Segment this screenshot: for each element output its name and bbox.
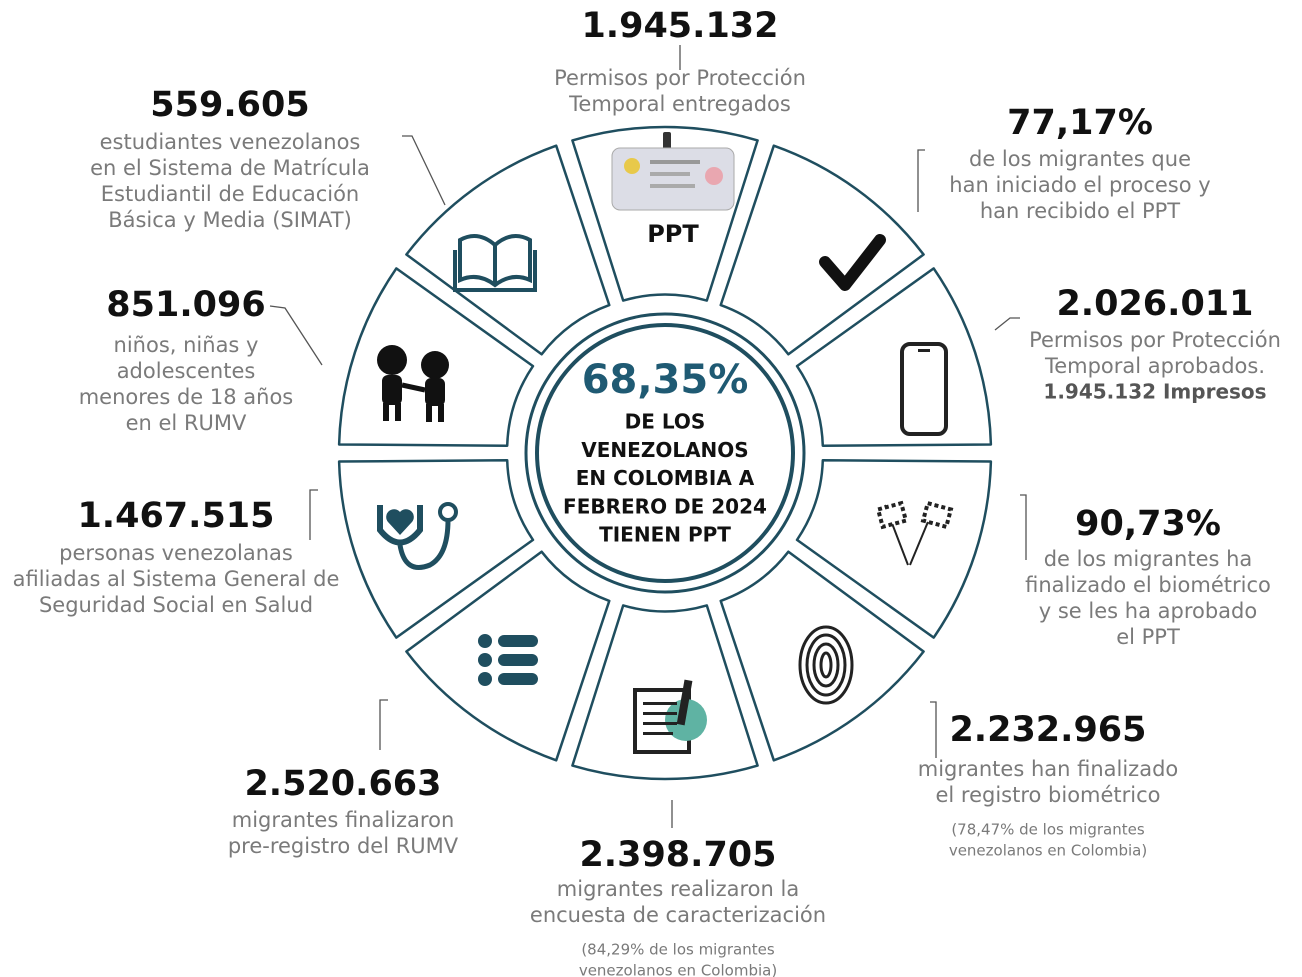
stat-description: en el RUMV (126, 411, 247, 435)
stat-value: 559.605 (150, 85, 309, 125)
stat-description: afiliadas al Sistema General de (13, 567, 340, 591)
center-line: DE LOS (625, 410, 706, 434)
stat-description: y se les ha aprobado (1039, 599, 1257, 623)
icon-list (478, 634, 538, 686)
stat-description: Temporal entregados (568, 92, 791, 116)
infographic: PPT 1.945.132Permisos por ProtecciónTemp… (0, 0, 1302, 977)
stat-note: (84,29% de los migrantes (581, 941, 775, 959)
stat-note: (78,47% de los migrantes (951, 821, 1145, 839)
center-line: EN COLOMBIA A (576, 466, 755, 490)
stat-value: 2.232.965 (949, 710, 1146, 750)
stat-description: Temporal aprobados. (1044, 354, 1265, 378)
stat-value: 2.398.705 (579, 835, 776, 875)
center-value: 68,35% (582, 357, 749, 403)
center-line: TIENEN PPT (599, 523, 731, 547)
stat-note: venezolanos en Colombia) (579, 962, 777, 977)
stat-description: adolescentes (117, 359, 256, 383)
stat-description: niños, niñas y (114, 333, 259, 357)
stat-description: pre-registro del RUMV (228, 834, 459, 858)
stat-description: Permisos por Protección (554, 66, 806, 90)
stat-description: Seguridad Social en Salud (39, 593, 313, 617)
stat-description: Permisos por Protección (1029, 328, 1281, 352)
stat-description: estudiantes venezolanos (100, 130, 361, 154)
stat-description: personas venezolanas (59, 541, 293, 565)
stat-description: finalizado el biométrico (1025, 573, 1271, 597)
stat-value: 2.520.663 (244, 764, 441, 804)
stat-description: el PPT (1116, 625, 1180, 649)
center-line: FEBRERO DE 2024 (563, 494, 767, 518)
stat-value: 1.467.515 (77, 496, 274, 536)
stat-value: 77,17% (1007, 103, 1153, 143)
stat-description: migrantes han finalizado (918, 757, 1179, 781)
stat-description: menores de 18 años (79, 385, 294, 409)
icon-phone (902, 344, 946, 434)
stat-description: de los migrantes ha (1044, 547, 1253, 571)
stat-value: 90,73% (1075, 504, 1221, 544)
stat-description: encuesta de caracterización (530, 903, 826, 927)
stat-emphasis: 1.945.132 Impresos (1043, 380, 1266, 404)
stat-description: de los migrantes que (969, 147, 1191, 171)
stat-description: en el Sistema de Matrícula (90, 156, 370, 180)
stat-value: 851.096 (106, 285, 265, 325)
stat-description: Básica y Media (SIMAT) (108, 208, 352, 232)
stat-description: el registro biométrico (935, 783, 1160, 807)
stat-value: 2.026.011 (1056, 284, 1253, 324)
center-line: VENEZOLANOS (581, 438, 748, 462)
stat-description: Estudiantil de Educación (101, 182, 359, 206)
stat-description: migrantes finalizaron (232, 808, 455, 832)
icon-label: PPT (647, 220, 699, 248)
stat-note: venezolanos en Colombia) (949, 842, 1147, 860)
stat-description: migrantes realizaron la (557, 877, 799, 901)
stat-description: han iniciado el proceso y (949, 173, 1210, 197)
stat-description: han recibido el PPT (980, 199, 1180, 223)
stat-value: 1.945.132 (581, 6, 778, 46)
